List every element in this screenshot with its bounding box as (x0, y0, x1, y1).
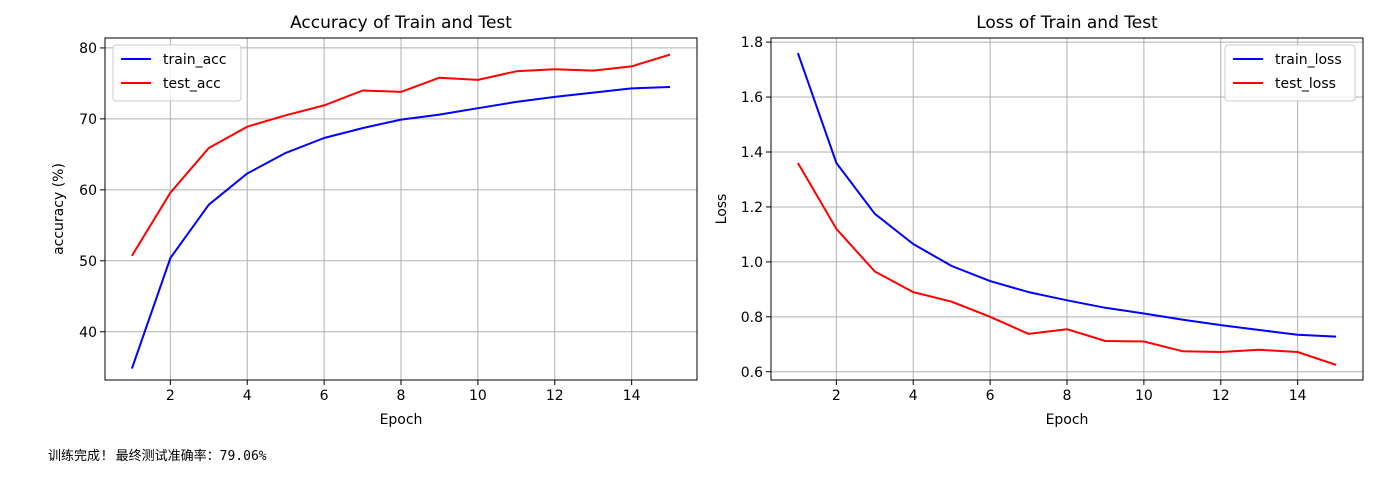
chart-title: Loss of Train and Test (976, 13, 1158, 33)
legend-label-train_loss: train_loss (1275, 52, 1342, 68)
series-line-test_acc (131, 53, 671, 257)
x-tick-label: 4 (909, 388, 918, 404)
y-tick-label: 0.8 (741, 310, 763, 326)
x-tick-label: 14 (623, 388, 641, 404)
chart-title: Accuracy of Train and Test (290, 13, 512, 33)
x-axis-label: Epoch (1046, 412, 1089, 428)
x-tick-label: 6 (986, 388, 995, 404)
x-tick-label: 4 (243, 388, 252, 404)
legend-label-test_loss: test_loss (1275, 76, 1336, 92)
chart-accuracy: 2 4 6 8 10 12 14 40 50 60 70 80 Accuracy of Train an… (51, 13, 698, 428)
y-tick-label: 1.8 (741, 35, 763, 51)
y-tick-label: 60 (79, 183, 97, 199)
series-line-train_loss (796, 52, 1337, 338)
x-axis-label: Epoch (380, 412, 423, 428)
series-line-test_loss (797, 162, 1337, 366)
y-tick-label: 1.0 (741, 255, 763, 271)
x-tick-label: 8 (1063, 388, 1072, 404)
x-tick-label: 12 (546, 388, 564, 404)
legend-label-test_acc: test_acc (163, 76, 221, 92)
y-tick-label: 1.6 (741, 90, 763, 106)
x-tick-label: 2 (832, 388, 841, 404)
x-tick-label: 6 (320, 388, 329, 404)
y-tick-label: 80 (79, 41, 97, 57)
series-line-train_acc (130, 86, 671, 369)
y-tick-label: 70 (79, 112, 97, 128)
x-tick-label: 12 (1212, 388, 1230, 404)
x-tick-label: 10 (469, 388, 487, 404)
x-tick-label: 10 (1135, 388, 1153, 404)
y-tick-label: 40 (79, 325, 97, 341)
y-tick-label: 0.6 (741, 365, 763, 381)
legend: train_loss test_loss (1224, 44, 1356, 102)
y-tick-label: 50 (79, 254, 97, 270)
x-tick-label: 8 (397, 388, 406, 404)
training-complete-message: 训练完成! 最终测试准确率：79.06% (48, 449, 267, 464)
y-tick-label: 1.2 (741, 200, 763, 216)
x-tick-label: 2 (166, 388, 175, 404)
training-figure: 2 4 6 8 10 12 14 40 50 60 70 80 Accuracy of Train an… (51, 13, 1364, 428)
y-axis-label: accuracy (%) (51, 163, 67, 255)
y-tick-label: 1.4 (741, 145, 763, 161)
legend: train_acc test_acc (112, 44, 242, 102)
chart-loss: 2 4 6 8 10 12 14 0.6 0.8 1.0 1.2 1.4 1.6 1.8 Loss of T… (714, 13, 1364, 428)
x-tick-label: 14 (1289, 388, 1307, 404)
legend-label-train_acc: train_acc (163, 52, 227, 68)
y-axis-label: Loss (714, 194, 730, 225)
